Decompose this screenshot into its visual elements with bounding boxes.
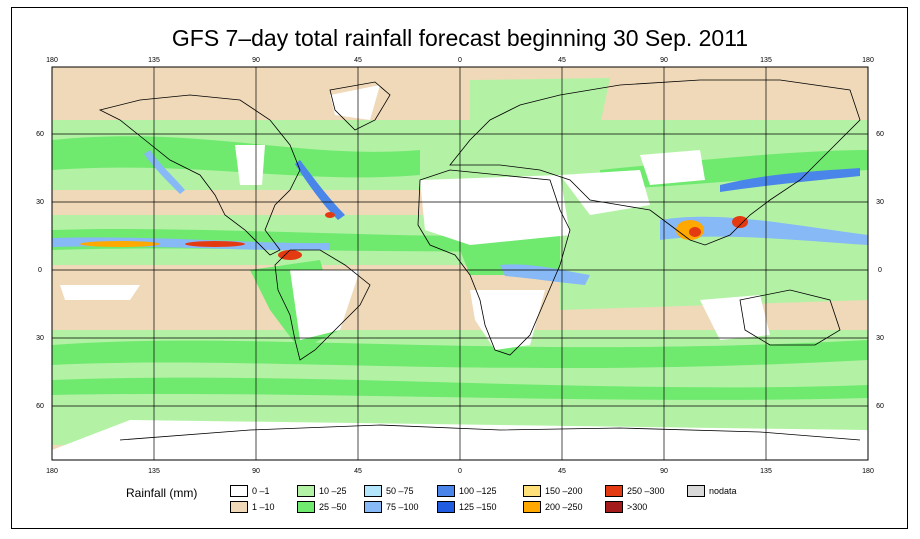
lon-tick: 135 <box>148 468 160 475</box>
legend-item-label: >300 <box>627 502 648 512</box>
lat-tick: 30 <box>36 199 44 206</box>
legend-swatch <box>297 485 315 497</box>
lat-tick: 60 <box>876 131 884 138</box>
lon-tick: 90 <box>660 57 668 64</box>
legend-item-label: 100 –125 <box>459 486 497 496</box>
legend-swatch <box>523 485 541 497</box>
legend-item-label: 150 –200 <box>545 486 583 496</box>
legend-title: Rainfall (mm) <box>126 486 198 500</box>
legend-swatch <box>605 501 623 513</box>
legend-swatch <box>364 485 382 497</box>
lat-tick: 30 <box>36 335 44 342</box>
legend-item-100-125: 100 –125 <box>437 485 497 497</box>
lat-tick: 60 <box>36 403 44 410</box>
legend-item-label: 25 –50 <box>319 502 347 512</box>
legend-item-150-200: 150 –200 <box>523 485 583 497</box>
lon-tick: 45 <box>354 468 362 475</box>
lat-tick: 30 <box>876 199 884 206</box>
legend-item-label: 200 –250 <box>545 502 583 512</box>
lon-tick: 180 <box>862 468 874 475</box>
lon-tick: 45 <box>558 468 566 475</box>
lon-tick: 0 <box>458 468 462 475</box>
legend-swatch <box>230 501 248 513</box>
lon-tick: 180 <box>862 57 874 64</box>
legend-item-nodata: nodata <box>687 485 737 497</box>
lon-tick: 180 <box>46 57 58 64</box>
legend-swatch <box>437 485 455 497</box>
lat-tick: 0 <box>38 267 42 274</box>
legend-swatch <box>364 501 382 513</box>
legend-item-label: 1 –10 <box>252 502 275 512</box>
legend-swatch <box>437 501 455 513</box>
lat-tick: 60 <box>36 131 44 138</box>
legend-item-75-100: 75 –100 <box>364 501 419 513</box>
lon-tick: 90 <box>252 468 260 475</box>
legend-swatch <box>523 501 541 513</box>
legend-item-50-75: 50 –75 <box>364 485 414 497</box>
lon-tick: 135 <box>760 468 772 475</box>
legend-item-10-25: 10 –25 <box>297 485 347 497</box>
lon-tick: 45 <box>354 57 362 64</box>
lon-ticks-top: 180 135 90 45 0 45 90 135 180 <box>46 57 874 64</box>
legend-item-250-300: 250 –300 <box>605 485 665 497</box>
lat-tick: 0 <box>878 267 882 274</box>
lon-tick: 45 <box>558 57 566 64</box>
legend-item-label: 250 –300 <box>627 486 665 496</box>
legend-item-1-10: 1 –10 <box>230 501 275 513</box>
coastlines <box>98 79 861 441</box>
lon-tick: 135 <box>148 57 160 64</box>
lon-tick: 90 <box>660 468 668 475</box>
legend-item-label: 125 –150 <box>459 502 497 512</box>
legend-swatch <box>605 485 623 497</box>
legend-item-label: 10 –25 <box>319 486 347 496</box>
legend-item-label: 75 –100 <box>386 502 419 512</box>
lon-tick: 135 <box>760 57 772 64</box>
lon-tick: 90 <box>252 57 260 64</box>
lat-ticks-right: 60 30 0 30 60 <box>876 131 884 410</box>
lon-tick: 0 <box>458 57 462 64</box>
lon-tick: 180 <box>46 468 58 475</box>
legend-item-label: 50 –75 <box>386 486 414 496</box>
rain-extreme-cells <box>80 212 748 260</box>
legend-swatch <box>230 485 248 497</box>
legend-item-25-50: 25 –50 <box>297 501 347 513</box>
legend-item-label: 0 –1 <box>252 486 270 496</box>
lat-tick: 30 <box>876 335 884 342</box>
legend-item-0-1: 0 –1 <box>230 485 270 497</box>
legend-item-200-250: 200 –250 <box>523 501 583 513</box>
legend-item-label: nodata <box>709 486 737 496</box>
figure-frame <box>11 7 908 529</box>
lat-ticks-left: 60 30 0 30 60 <box>36 131 44 410</box>
graticule <box>52 67 868 460</box>
lon-ticks-bottom: 180 135 90 45 0 45 90 135 180 <box>46 468 874 475</box>
lat-tick: 60 <box>876 403 884 410</box>
legend-item-over-300: >300 <box>605 501 647 513</box>
legend-item-125-150: 125 –150 <box>437 501 497 513</box>
legend-swatch <box>297 501 315 513</box>
map-title: GFS 7–day total rainfall forecast beginn… <box>171 25 749 51</box>
map-border <box>51 66 869 461</box>
legend-swatch <box>687 485 705 497</box>
